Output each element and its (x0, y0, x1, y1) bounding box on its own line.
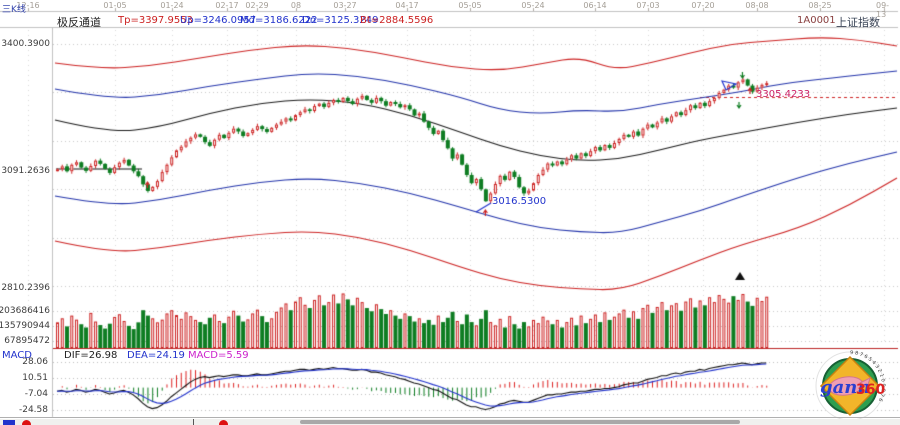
logo-fish-tail (859, 377, 871, 389)
record-dot-icon[interactable] (219, 420, 228, 425)
low-price-annotation: 3016.5300 (492, 196, 547, 207)
macd-macd-value: MACD=5.59 (188, 350, 249, 361)
macd-panel-title[interactable]: MACD (2, 350, 32, 361)
logo-360-text: 360 (856, 382, 885, 398)
date-tick-label: 04-17 (395, 1, 419, 10)
param-tp: Tp=3397.9553 (118, 15, 193, 26)
flag-icon[interactable] (3, 420, 15, 425)
last-price-annotation: 3305.4233 (756, 89, 811, 100)
scrollbar-thumb[interactable] (300, 420, 740, 424)
date-tick-label: 08-25 (808, 1, 832, 10)
param-up: Up=3246.0957 (180, 15, 257, 26)
logo-gann-text: gann (820, 377, 870, 398)
date-tick-label: 05-05 (458, 1, 482, 10)
param-dn: Dn=3125.3249 (302, 15, 379, 26)
date-tick-label: 07-20 (691, 1, 715, 10)
param-md: Md=3186.6222 (240, 15, 318, 26)
param-bt: Bt=2884.5596 (360, 15, 434, 26)
symbol-code[interactable]: 1A0001 (797, 15, 836, 26)
date-tick-label: 12-16 (16, 1, 40, 10)
date-tick-label: 03-27 (333, 1, 357, 10)
bottom-separator (0, 417, 900, 418)
symbol-name[interactable]: 上证指数 (836, 16, 880, 29)
date-tick-label: 06-14 (583, 1, 607, 10)
gann360-logo: 9 8 7 6 5 4 3 2 1 0 9 8 7 6 gann 360 (812, 350, 890, 422)
macd-dif-value: DIF=26.98 (64, 350, 118, 361)
date-tick-label: 09-13 (876, 1, 890, 19)
date-tick-label: 01-24 (160, 1, 184, 10)
bottom-toolbar (0, 417, 900, 425)
kline-mode-label[interactable]: 三K线 (2, 5, 26, 15)
date-tick-label: 01-05 (103, 1, 127, 10)
date-tick-label: 05-24 (521, 1, 545, 10)
tick-mark-icon (193, 419, 194, 425)
record-dot-icon[interactable] (22, 420, 31, 425)
date-tick-label: 08 (290, 1, 302, 10)
date-tick-label: 02-17 (215, 1, 239, 10)
indicator-name[interactable]: 极反通道 (57, 16, 101, 29)
date-tick-label: 07-03 (636, 1, 660, 10)
date-tick-label: 02-29 (245, 1, 269, 10)
macd-dea-value: DEA=24.19 (127, 350, 185, 361)
date-tick-label: 08-08 (745, 1, 769, 10)
